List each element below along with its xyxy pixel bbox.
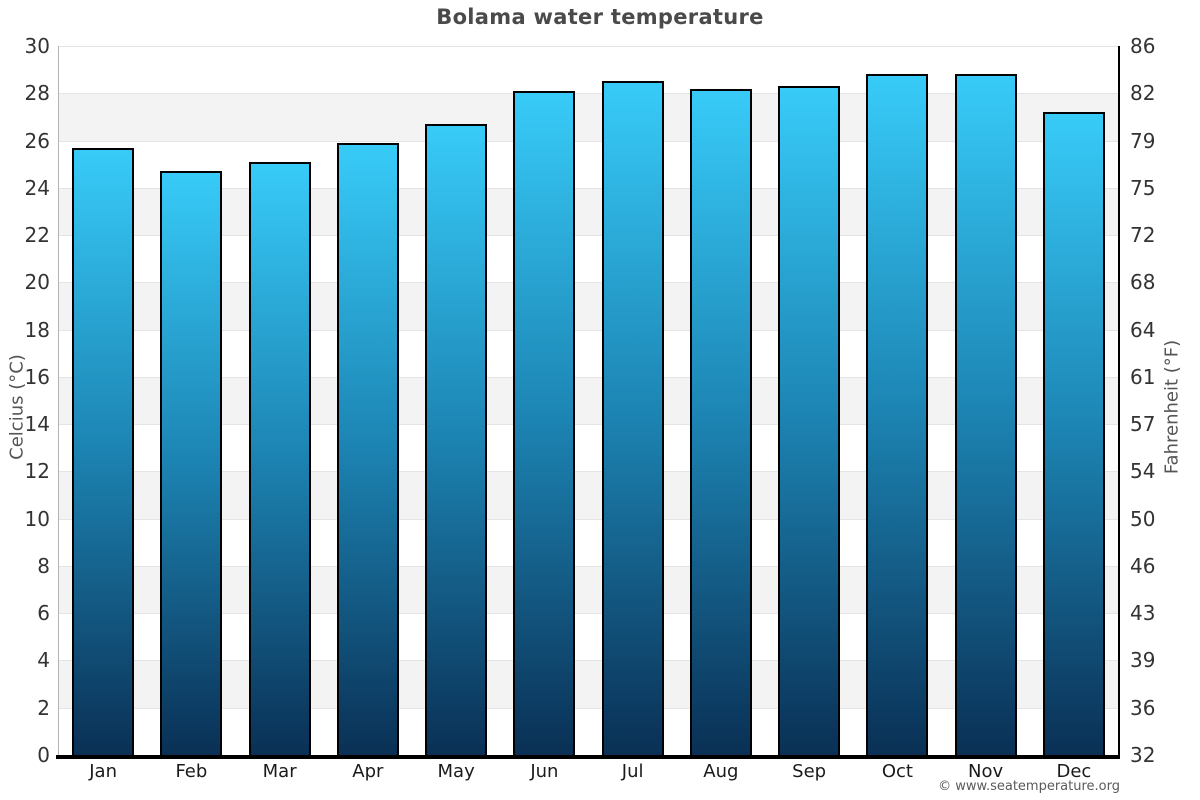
temperature-bar-oct[interactable] [866,74,929,755]
grid-band [59,93,1118,141]
temperature-bar-mar[interactable] [248,161,311,755]
grid-band [59,424,1118,472]
fahrenheit-axis-line [1118,46,1120,757]
celsius-tick-label: 10 [24,506,50,531]
fahrenheit-tick-label: 54 [1130,459,1156,484]
grid-band [59,187,1118,236]
x-tick-label-feb: Feb [175,761,208,782]
celsius-tick-label: 24 [24,175,50,200]
x-tick-label-may: May [437,761,475,782]
grid-band [59,565,1118,614]
temperature-bar-dec[interactable] [1042,112,1105,755]
grid-band [59,707,1118,755]
fahrenheit-tick-label: 50 [1130,506,1156,531]
fahrenheit-tick-label: 64 [1130,317,1156,342]
x-tick-label-apr: Apr [352,761,384,782]
celsius-tick-label: 2 [37,695,50,720]
celsius-tick-label: 4 [37,648,50,673]
fahrenheit-tick-label: 57 [1130,412,1156,437]
celsius-tick-label: 0 [37,743,50,767]
fahrenheit-tick-label: 39 [1130,648,1156,673]
grid-band [59,660,1118,708]
x-tick-label-mar: Mar [262,761,297,782]
fahrenheit-axis-title: Fahrenheit (°F) [1161,339,1183,475]
fahrenheit-tick-label: 32 [1130,743,1156,767]
celsius-axis-line [58,46,59,755]
temperature-bar-nov[interactable] [954,74,1017,755]
celsius-tick-label: 16 [24,364,50,389]
temperature-bar-sep[interactable] [778,86,841,755]
grid-band [59,613,1118,661]
fahrenheit-tick-label: 61 [1130,364,1156,389]
celsius-tick-label: 30 [24,34,50,58]
grid-band [59,282,1118,330]
celsius-tick-label: 6 [37,601,50,626]
temperature-bar-jul[interactable] [601,81,664,755]
grid-band [59,329,1118,377]
fahrenheit-tick-label: 72 [1130,223,1156,248]
grid-band [59,140,1118,188]
x-tick-label-sep: Sep [792,761,827,782]
celsius-tick-label: 12 [24,459,50,484]
temperature-bar-jun[interactable] [513,90,576,755]
fahrenheit-tick-label: 82 [1130,81,1156,106]
copyright-link[interactable]: © www.seatemperature.org [938,779,1120,794]
fahrenheit-tick-label: 79 [1130,128,1156,153]
x-tick-label-jul: Jul [621,761,644,782]
x-tick-label-jan: Jan [89,761,117,782]
grid-band [59,471,1118,519]
chart-title: Bolama water temperature [436,5,764,29]
x-tick-label-dec: Dec [1056,761,1092,782]
temperature-bar-feb[interactable] [160,171,223,755]
fahrenheit-tick-label: 36 [1130,695,1156,720]
grid-band [59,46,1118,94]
plot-area [59,46,1118,755]
temperature-bar-apr[interactable] [336,142,399,755]
fahrenheit-tick-label: 46 [1130,553,1156,578]
celsius-tick-label: 22 [24,223,50,248]
grid-band [59,235,1118,283]
fahrenheit-tick-label: 75 [1130,175,1156,200]
x-tick-label-oct: Oct [881,761,913,782]
grid-band [59,376,1118,425]
temperature-bar-jan[interactable] [72,147,135,755]
grid-band [59,518,1118,566]
x-tick-label-jun: Jun [530,761,559,782]
fahrenheit-tick-label: 43 [1130,601,1156,626]
x-tick-label-aug: Aug [703,761,739,782]
celsius-tick-label: 20 [24,270,50,295]
celsius-tick-label: 18 [24,317,50,342]
fahrenheit-tick-label: 86 [1130,34,1156,58]
celsius-tick-label: 26 [24,128,50,153]
temperature-bar-aug[interactable] [689,88,752,755]
celsius-tick-label: 14 [24,412,50,437]
x-tick-label-nov: Nov [968,761,1004,782]
celsius-tick-label: 8 [37,553,50,578]
fahrenheit-tick-label: 68 [1130,270,1156,295]
temperature-bar-may[interactable] [425,123,488,755]
x-axis-line [56,755,1120,759]
celsius-tick-label: 28 [24,81,50,106]
